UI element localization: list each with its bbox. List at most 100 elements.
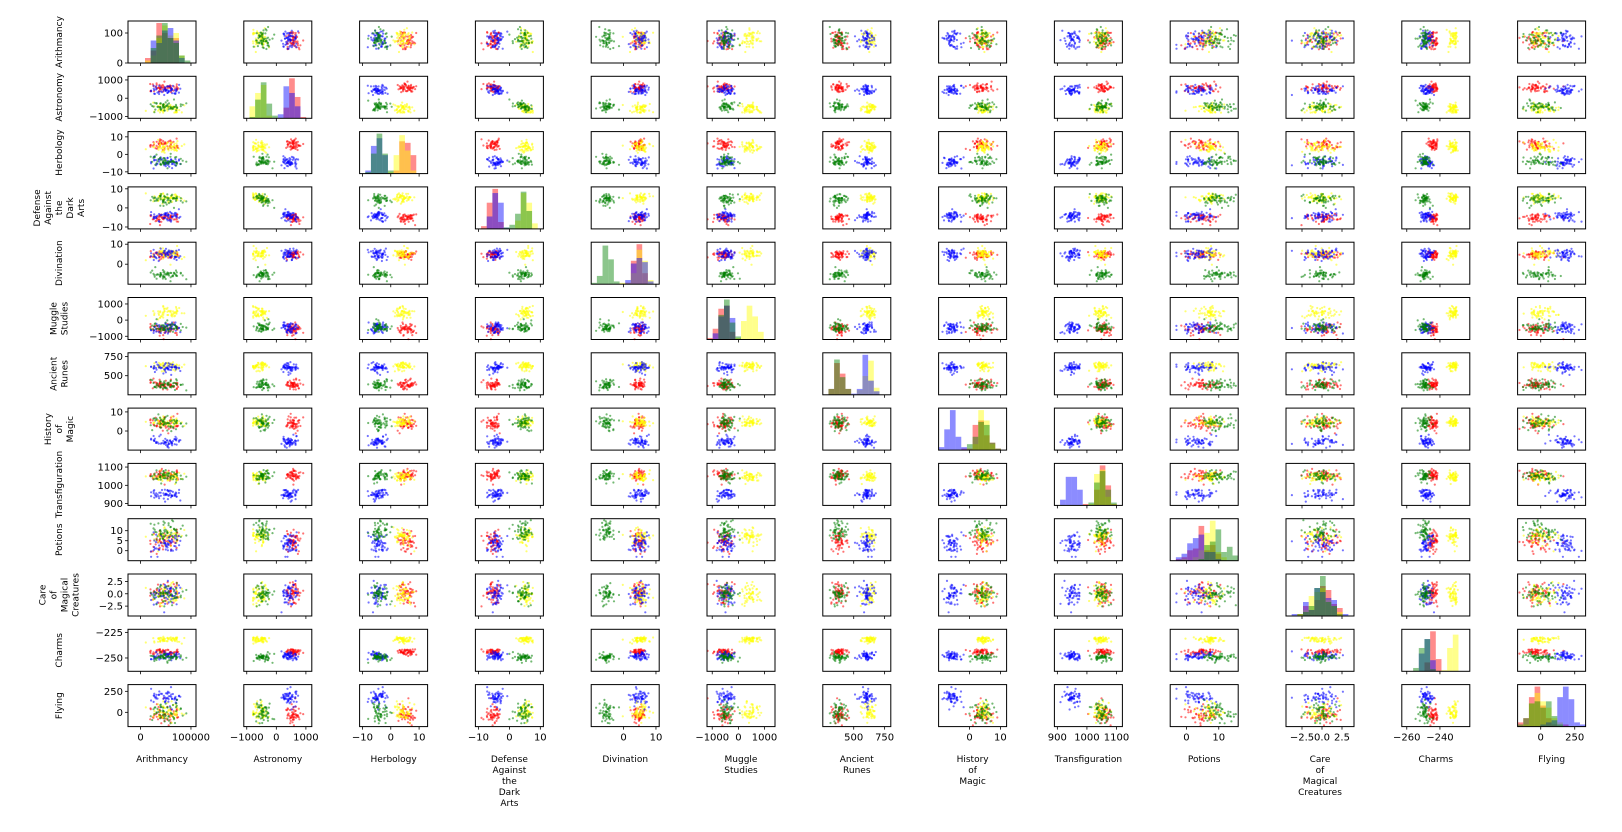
scatter-point <box>1101 83 1103 85</box>
scatter-point <box>493 85 495 87</box>
scatter-point <box>992 108 994 110</box>
scatter-point <box>1422 36 1424 38</box>
scatter-point <box>633 45 635 47</box>
scatter-point <box>1310 112 1312 114</box>
scatter-point <box>869 37 871 39</box>
scatter-point <box>1195 106 1197 108</box>
scatter-point <box>976 91 978 93</box>
scatter-point <box>834 111 836 113</box>
scatter-point <box>641 44 643 46</box>
scatter-point <box>378 47 380 49</box>
scatter-point <box>637 83 639 85</box>
scatter-point <box>983 109 985 111</box>
scatter-point <box>480 42 482 44</box>
scatter-point <box>1073 36 1075 38</box>
scatter-point <box>1100 42 1102 44</box>
scatter-point <box>521 48 523 50</box>
scatter-point <box>406 81 408 83</box>
scatter-point <box>1537 33 1539 35</box>
scatter-point <box>1100 106 1102 108</box>
scatter-point <box>1075 34 1077 36</box>
scatter-point <box>1193 36 1195 38</box>
scatter-point <box>1570 42 1572 44</box>
scatter-point <box>1096 28 1098 30</box>
scatter-point <box>150 103 152 105</box>
scatter-point <box>410 91 412 93</box>
scatter-point <box>1215 85 1217 87</box>
scatter-point <box>1307 91 1309 93</box>
scatter-point <box>524 43 526 45</box>
scatter-point <box>636 89 638 91</box>
scatter-point <box>1211 45 1213 47</box>
scatter-point <box>1423 42 1425 44</box>
scatter-point <box>981 37 983 39</box>
scatter-point <box>1186 88 1188 90</box>
scatter-point <box>1076 37 1078 39</box>
scatter-point <box>639 111 641 113</box>
scatter-point <box>1209 40 1211 42</box>
scatter-point <box>866 102 868 104</box>
scatter-point <box>1547 45 1549 47</box>
scatter-point <box>524 46 526 48</box>
scatter-point <box>739 102 741 104</box>
scatter-point <box>403 85 405 87</box>
scatter-point <box>402 90 404 92</box>
scatter-point <box>871 92 873 94</box>
scatter-point <box>1211 39 1213 41</box>
scatter-point <box>609 103 611 105</box>
scatter-point <box>1455 46 1457 48</box>
scatter-point <box>1540 44 1542 46</box>
scatter-point <box>280 40 282 42</box>
scatter-point <box>992 90 994 92</box>
scatter-point <box>407 33 409 35</box>
scatter-point <box>836 98 838 100</box>
scatter-point <box>379 44 381 46</box>
scatter-point <box>397 111 399 113</box>
scatter-point <box>1304 103 1306 105</box>
scatter-point <box>833 103 835 105</box>
scatter-point <box>861 33 863 35</box>
scatter-point <box>867 33 869 35</box>
scatter-point <box>1415 38 1417 40</box>
scatter-point <box>488 37 490 39</box>
scatter-point <box>252 42 254 44</box>
panel-0-11 <box>1402 21 1470 66</box>
scatter-point <box>1101 40 1103 42</box>
scatter-point <box>1317 85 1319 87</box>
scatter-point <box>1327 33 1329 35</box>
scatter-point <box>297 30 299 32</box>
scatter-point <box>486 31 488 33</box>
scatter-point <box>1339 89 1341 91</box>
histogram-bar <box>156 36 162 64</box>
scatter-point <box>1329 105 1331 107</box>
scatter-point <box>1213 102 1215 104</box>
scatter-point <box>960 43 962 45</box>
scatter-point <box>946 85 948 87</box>
scatter-point <box>1560 31 1562 33</box>
scatter-point <box>968 35 970 37</box>
scatter-point <box>296 46 298 48</box>
scatter-point <box>392 39 394 41</box>
scatter-point <box>733 101 735 103</box>
scatter-point <box>1522 36 1524 38</box>
scatter-point <box>1076 91 1078 93</box>
scatter-point <box>954 30 956 32</box>
scatter-point <box>1567 46 1569 48</box>
scatter-point <box>723 103 725 105</box>
scatter-point <box>163 94 165 96</box>
scatter-point <box>1530 42 1532 44</box>
scatter-point <box>1548 51 1550 53</box>
scatter-point <box>180 103 182 105</box>
scatter-point <box>1335 87 1337 89</box>
scatter-point <box>185 102 187 104</box>
scatter-point <box>1102 46 1104 48</box>
scatter-point <box>512 102 514 104</box>
panel-1-7 <box>939 76 1007 121</box>
scatter-point <box>1216 32 1218 34</box>
scatter-point <box>1335 92 1337 94</box>
scatter-point <box>522 37 524 39</box>
scatter-point <box>1331 30 1333 32</box>
scatter-point <box>604 102 606 104</box>
scatter-point <box>1227 46 1229 48</box>
scatter-point <box>1216 106 1218 108</box>
